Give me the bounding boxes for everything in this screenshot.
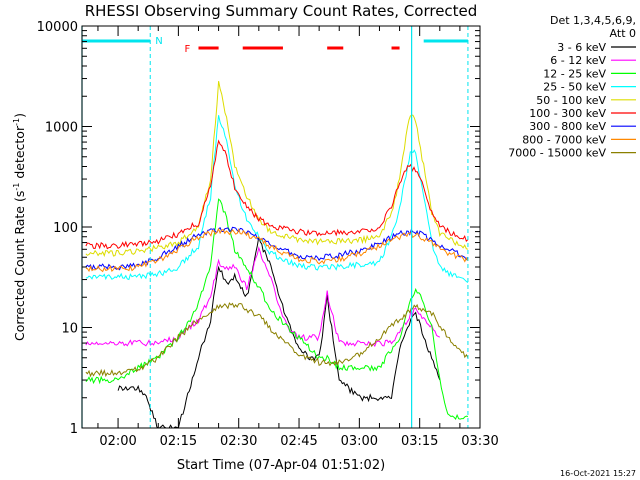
legend-label-7: 300 - 800 keV bbox=[529, 120, 606, 133]
legend-header-line1: Det 1,3,4,5,6,9, bbox=[550, 14, 636, 27]
footer-date: 16-Oct-2021 15:27 bbox=[560, 469, 636, 478]
flare-marker-label: F bbox=[184, 44, 190, 55]
x-tick-label-02:30: 02:30 bbox=[220, 434, 257, 449]
svg-text:Start Time (07-Apr-04 01:51:02: Start Time (07-Apr-04 01:51:02) bbox=[177, 458, 385, 473]
series-line-3 bbox=[85, 198, 469, 420]
y-tick-label-10: 10 bbox=[61, 322, 78, 337]
y-tick-label-1000: 1000 bbox=[45, 121, 78, 136]
legend-label-4: 25 - 50 keV bbox=[543, 81, 606, 94]
legend-header-line2: Att 0 bbox=[610, 27, 636, 40]
x-tick-label-03:00: 03:00 bbox=[341, 434, 378, 449]
series-line-5 bbox=[85, 81, 469, 258]
axes-group: 1 10 100 1000 10000 02:00 02:15 02:30 02:45 03:00… bbox=[37, 20, 499, 449]
series-line-2 bbox=[85, 246, 441, 348]
legend-label-9: 7000 - 15000 keV bbox=[508, 147, 606, 160]
x-axis-label: Start Time (07-Apr-04 01:51:02) bbox=[177, 458, 385, 473]
series-line-1 bbox=[117, 236, 441, 429]
marker-group: NF bbox=[81, 26, 469, 428]
y-tick-label-1: 1 bbox=[70, 422, 78, 437]
series-line-9 bbox=[85, 302, 469, 378]
y-tick-label-10000: 10000 bbox=[37, 20, 78, 35]
x-tick-label-02:45: 02:45 bbox=[280, 434, 317, 449]
legend-label-2: 6 - 12 keV bbox=[550, 54, 606, 67]
x-tick-label-03:30: 03:30 bbox=[461, 434, 498, 449]
series-line-8 bbox=[85, 227, 469, 273]
legend-label-8: 800 - 7000 keV bbox=[522, 133, 606, 146]
legend-label-6: 100 - 300 keV bbox=[529, 107, 606, 120]
series-group bbox=[85, 81, 469, 429]
y-axis-label: Corrected Count Rate (s-1 detector-1) bbox=[12, 113, 27, 341]
night-marker-label: N bbox=[155, 36, 162, 47]
y-tick-label-100: 100 bbox=[53, 221, 78, 236]
x-tick-label-02:00: 02:00 bbox=[99, 434, 136, 449]
x-tick-label-03:15: 03:15 bbox=[401, 434, 438, 449]
legend-label-3: 12 - 25 keV bbox=[543, 67, 606, 80]
chart-title: RHESSI Observing Summary Count Rates, Co… bbox=[85, 2, 478, 20]
legend-label-5: 50 - 100 keV bbox=[536, 94, 606, 107]
x-tick-label-02:15: 02:15 bbox=[160, 434, 197, 449]
series-line-6 bbox=[85, 139, 469, 250]
legend-label-1: 3 - 6 keV bbox=[557, 41, 606, 54]
series-line-4 bbox=[85, 115, 469, 283]
